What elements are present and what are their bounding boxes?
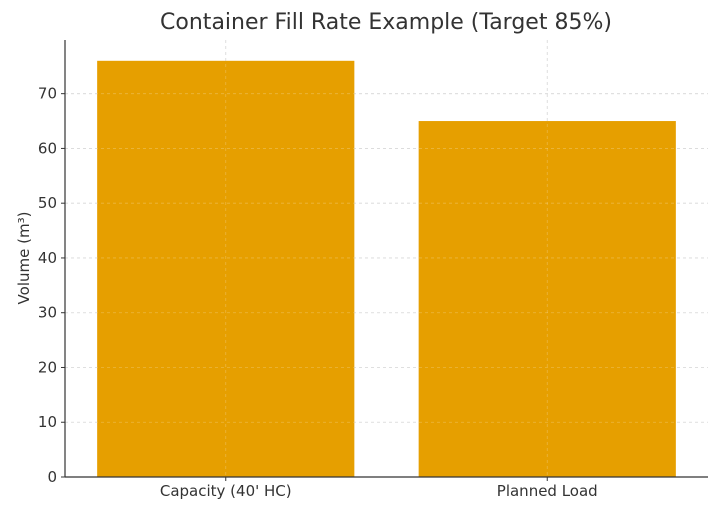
y-tick-label: 30 — [38, 304, 57, 322]
y-tick-label: 60 — [38, 139, 57, 157]
y-tick-label: 40 — [38, 249, 57, 267]
x-tick-label: Planned Load — [497, 482, 598, 500]
y-tick-label: 70 — [38, 85, 57, 103]
bar — [418, 121, 676, 478]
chart-title: Container Fill Rate Example (Target 85%) — [160, 10, 612, 35]
y-tick-label: 10 — [38, 413, 57, 431]
x-tick-label: Capacity (40' HC) — [160, 482, 292, 500]
y-tick-label: 50 — [38, 194, 57, 212]
y-tick-label: 20 — [38, 358, 57, 376]
bar — [97, 60, 355, 478]
y-tick-label: 0 — [47, 468, 57, 486]
